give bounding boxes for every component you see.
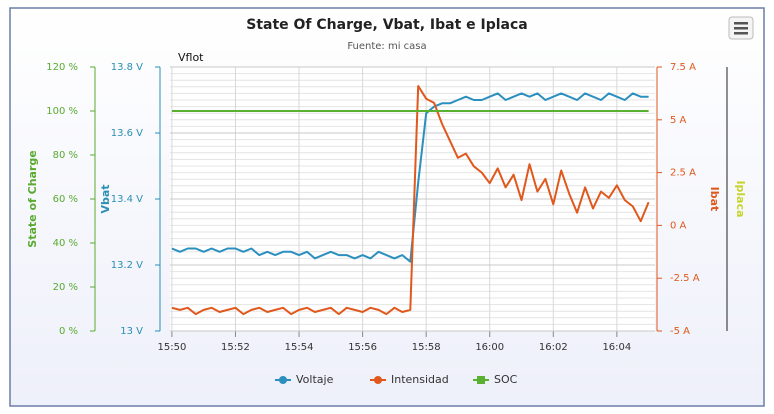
legend-item[interactable]: Voltaje bbox=[275, 373, 334, 386]
y-axis-title: Iplaca bbox=[734, 180, 747, 217]
x-tick-label: 15:52 bbox=[221, 342, 250, 353]
y-axis-title: Vbat bbox=[99, 184, 112, 213]
y-axis-title: Ibat bbox=[708, 187, 721, 212]
y-tick-label: 0 A bbox=[670, 220, 687, 231]
x-tick-label: 15:58 bbox=[412, 342, 441, 353]
y-axis-title: State of Charge bbox=[26, 150, 39, 247]
y-tick-label: 20 % bbox=[53, 282, 78, 293]
y-tick-label: -5 A bbox=[670, 326, 690, 337]
y-tick-label: 2.5 A bbox=[670, 168, 696, 179]
y-tick-label: -2.5 A bbox=[670, 273, 700, 284]
y-tick-label: 100 % bbox=[46, 106, 78, 117]
legend-symbol bbox=[477, 376, 485, 384]
y-tick-label: 40 % bbox=[53, 238, 78, 249]
x-tick-label: 15:50 bbox=[157, 342, 186, 353]
y-tick-label: 13.4 V bbox=[111, 194, 143, 205]
x-tick-label: 15:54 bbox=[285, 342, 314, 353]
y-tick-label: 13 V bbox=[120, 326, 143, 337]
y-tick-label: 13.6 V bbox=[111, 128, 143, 139]
x-tick-label: 16:00 bbox=[475, 342, 504, 353]
annotation: Vflot bbox=[178, 51, 204, 64]
series-line bbox=[171, 92, 649, 263]
legend-item[interactable]: Intensidad bbox=[370, 373, 449, 386]
chart-title: State Of Charge, Vbat, Ibat e Iplaca bbox=[246, 17, 527, 33]
y-tick-label: 13.8 V bbox=[111, 62, 143, 73]
legend-label: Intensidad bbox=[391, 373, 449, 386]
chart-subtitle: Fuente: mi casa bbox=[347, 41, 426, 52]
x-tick-label: 15:56 bbox=[348, 342, 377, 353]
y-tick-label: 5 A bbox=[670, 115, 687, 126]
y-tick-label: 120 % bbox=[46, 62, 78, 73]
legend-label: SOC bbox=[494, 373, 518, 386]
menu-button[interactable] bbox=[728, 16, 754, 40]
legend-item[interactable]: SOC bbox=[473, 373, 518, 386]
y-tick-label: 7.5 A bbox=[670, 62, 696, 73]
y-tick-label: 60 % bbox=[53, 194, 78, 205]
x-tick-label: 16:02 bbox=[539, 342, 568, 353]
y-tick-label: 80 % bbox=[53, 150, 78, 161]
y-tick-label: 13.2 V bbox=[111, 260, 143, 271]
legend-label: Voltaje bbox=[296, 373, 334, 386]
x-tick-label: 16:04 bbox=[602, 342, 631, 353]
y-tick-label: 0 % bbox=[59, 326, 78, 337]
legend-symbol bbox=[374, 376, 382, 384]
legend-symbol bbox=[279, 376, 287, 384]
series-line bbox=[171, 85, 650, 316]
